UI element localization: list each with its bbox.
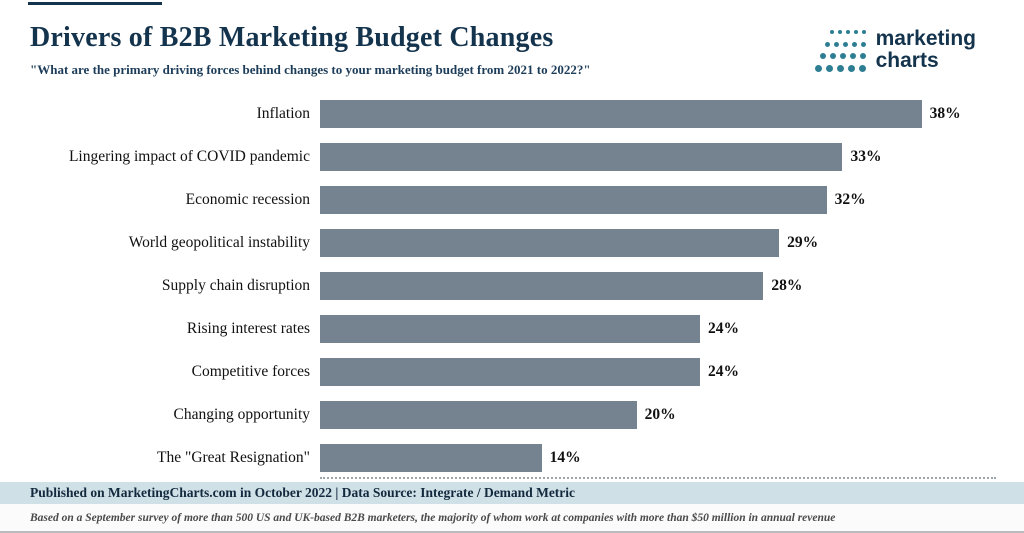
page-subtitle: "What are the primary driving forces beh… bbox=[30, 62, 591, 77]
logo-dot bbox=[858, 64, 866, 72]
logo-dot bbox=[824, 41, 830, 47]
logo-dot bbox=[860, 41, 866, 47]
bar-track: 32% bbox=[320, 185, 996, 214]
logo-line2: charts bbox=[875, 49, 939, 73]
note-strip: Based on a September survey of more than… bbox=[0, 504, 1024, 531]
logo-dot bbox=[814, 64, 822, 72]
bar-label: Supply chain disruption bbox=[161, 276, 310, 294]
header: Drivers of B2B Marketing Budget Changes … bbox=[30, 22, 994, 78]
logo-dot bbox=[842, 41, 848, 47]
bar-row: Supply chain disruption 28% bbox=[30, 264, 996, 307]
bar-label: World geopolitical instability bbox=[128, 233, 310, 251]
bar-row: Changing opportunity 20% bbox=[30, 393, 996, 436]
logo-dot bbox=[819, 53, 826, 60]
logo-dot bbox=[851, 41, 857, 47]
bar-track: 29% bbox=[320, 228, 996, 257]
x-axis-line bbox=[320, 477, 996, 479]
bar-value-label: 28% bbox=[771, 276, 803, 294]
bar-label: Competitive forces bbox=[191, 362, 310, 380]
bar bbox=[320, 99, 922, 128]
bar-value-label: 33% bbox=[850, 147, 882, 165]
logo-dot bbox=[836, 64, 844, 72]
logo-dot bbox=[859, 53, 866, 60]
bar-track: 33% bbox=[320, 142, 996, 171]
bar-chart-rows: Inflation 38% Lingering impact of COVID pa… bbox=[30, 92, 996, 479]
bar-label: Economic recession bbox=[185, 190, 310, 208]
methodology-note: Based on a September survey of more than… bbox=[30, 511, 836, 524]
footer-strip: Published on MarketingCharts.com in Octo… bbox=[0, 482, 1024, 504]
logo-dots-icon bbox=[814, 28, 866, 72]
logo-dot bbox=[845, 30, 850, 35]
bar-row: Rising interest rates 24% bbox=[30, 307, 996, 350]
logo-dot bbox=[829, 53, 836, 60]
bar-label: Inflation bbox=[256, 104, 310, 122]
bar bbox=[320, 443, 542, 472]
bar bbox=[320, 357, 700, 386]
bar-row: World geopolitical instability 29% bbox=[30, 221, 996, 264]
bar-label: The "Great Resignation" bbox=[157, 448, 310, 466]
bottom-rule bbox=[0, 531, 1024, 533]
bar-value-label: 24% bbox=[707, 319, 739, 337]
bar bbox=[320, 142, 843, 171]
logo-dot bbox=[833, 41, 839, 47]
bar-chart: Inflation 38% Lingering impact of COVID pa… bbox=[30, 92, 996, 479]
logo-dot bbox=[861, 30, 866, 35]
bar-row: Competitive forces 24% bbox=[30, 350, 996, 393]
bar-label: Changing opportunity bbox=[173, 405, 310, 423]
bar-value-label: 32% bbox=[834, 190, 866, 208]
page-title: Drivers of B2B Marketing Budget Changes bbox=[30, 22, 554, 53]
top-accent-rule bbox=[28, 2, 162, 5]
bar-value-label: 38% bbox=[929, 104, 961, 122]
bar-track: 20% bbox=[320, 400, 996, 429]
publication-info: Published on MarketingCharts.com in Octo… bbox=[30, 485, 576, 500]
bar-value-label: 24% bbox=[707, 362, 739, 380]
bar bbox=[320, 400, 637, 429]
bar-track: 24% bbox=[320, 314, 996, 343]
bar-label: Rising interest rates bbox=[186, 319, 310, 337]
logo-text: marketing charts bbox=[875, 27, 976, 73]
logo-dot bbox=[853, 30, 858, 35]
bar-row: The "Great Resignation" 14% bbox=[30, 436, 996, 479]
bar-row: Economic recession 32% bbox=[30, 178, 996, 221]
logo-dot bbox=[839, 53, 846, 60]
bar-label: Lingering impact of COVID pandemic bbox=[68, 147, 310, 165]
bar-value-label: 14% bbox=[549, 448, 581, 466]
logo-dot bbox=[849, 53, 856, 60]
logo-dot bbox=[825, 64, 833, 72]
logo-dot bbox=[837, 30, 842, 35]
bar bbox=[320, 314, 700, 343]
bar-row: Lingering impact of COVID pandemic 33% bbox=[30, 135, 996, 178]
bar-track: 38% bbox=[320, 99, 996, 128]
logo-dot bbox=[847, 64, 855, 72]
bar-value-label: 29% bbox=[787, 233, 819, 251]
bar bbox=[320, 271, 764, 300]
bar-value-label: 20% bbox=[644, 405, 676, 423]
logo-dot bbox=[829, 30, 834, 35]
marketingcharts-logo: marketing charts bbox=[814, 27, 976, 73]
bar bbox=[320, 185, 827, 214]
bar-track: 24% bbox=[320, 357, 996, 386]
bar-track: 28% bbox=[320, 271, 996, 300]
bar-track: 14% bbox=[320, 443, 996, 472]
logo-line1: marketing bbox=[875, 27, 976, 50]
bar-row: Inflation 38% bbox=[30, 92, 996, 135]
bar bbox=[320, 228, 780, 257]
